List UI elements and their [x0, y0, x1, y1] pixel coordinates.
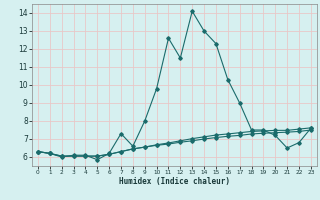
- X-axis label: Humidex (Indice chaleur): Humidex (Indice chaleur): [119, 177, 230, 186]
